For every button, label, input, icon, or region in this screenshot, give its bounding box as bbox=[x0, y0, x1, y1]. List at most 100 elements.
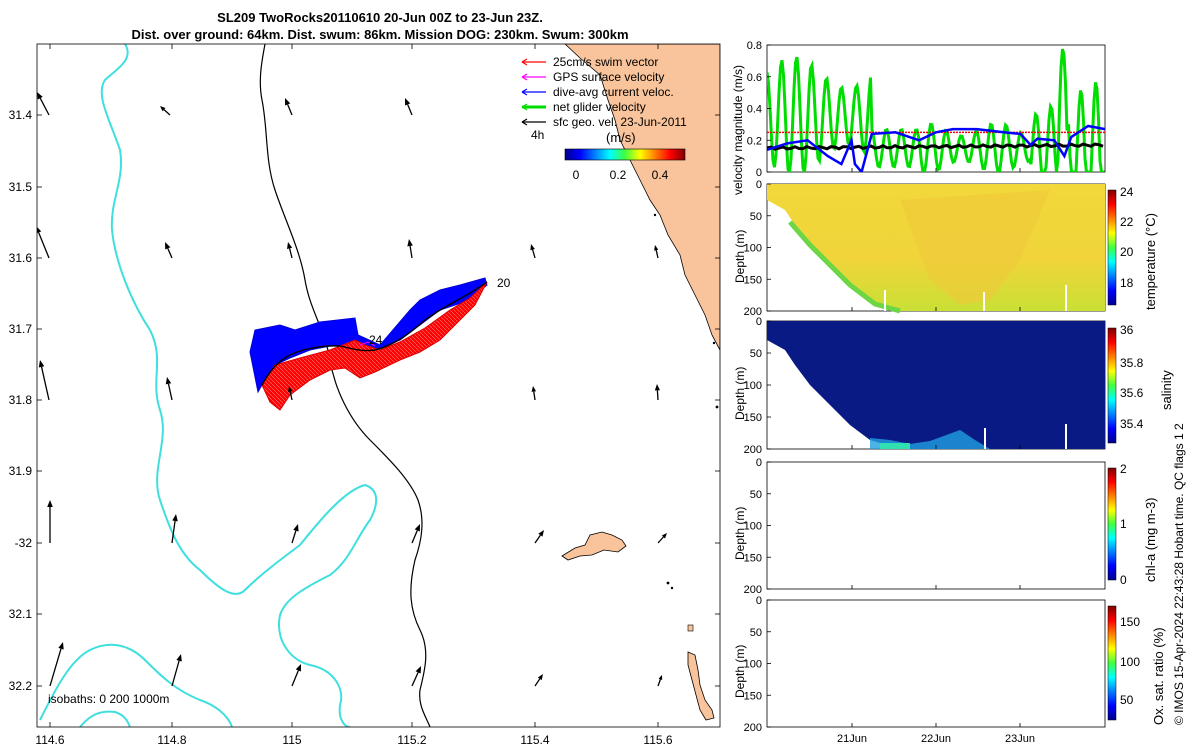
depth-tick-label: 150 bbox=[744, 552, 762, 564]
depth-tick-label: 100 bbox=[744, 243, 762, 255]
sfc-geo-vel-arrow bbox=[171, 520, 176, 544]
sfc-geo-vel-arrow bbox=[167, 248, 173, 259]
depth-tick-label: 150 bbox=[744, 412, 762, 424]
imos-credit: © IMOS 15-Apr-2024 22:43:28 Hobart time.… bbox=[1172, 423, 1186, 725]
surface-velocity-line bbox=[359, 341, 376, 347]
sfc-geo-vel-arrow bbox=[291, 530, 297, 544]
lon-tick-label: 115.2 bbox=[397, 733, 426, 747]
sfc-geo-vel-arrowhead bbox=[172, 514, 178, 522]
sfc-geo-vel-arrow bbox=[171, 660, 180, 687]
sfc-geo-vel-arrowhead bbox=[37, 227, 42, 234]
depth-tick-label: 50 bbox=[750, 348, 762, 360]
velocity-tick-label: 0.6 bbox=[747, 72, 762, 84]
salinity-colorbar bbox=[1107, 327, 1117, 444]
sfc-geo-vel-arrowhead bbox=[415, 666, 421, 674]
sfc-geo-vel-arrowhead bbox=[58, 642, 64, 650]
sfc-geo-vel-arrow bbox=[533, 391, 536, 401]
temperature-colorbar bbox=[1107, 189, 1117, 306]
chla-panel: Depth (m) chl-a (mg m-3) bbox=[733, 461, 1158, 590]
colorbar-tick-label: 0.2 bbox=[610, 168, 627, 182]
depth-tick-label: 50 bbox=[750, 627, 762, 639]
velocity-tick-label: 0.8 bbox=[747, 40, 762, 52]
depth-tick-label: 150 bbox=[744, 690, 762, 702]
isobath-200m-south bbox=[39, 643, 233, 727]
salinity-cbar-label: salinity bbox=[1159, 370, 1174, 410]
day-label-end: 24 bbox=[369, 333, 383, 347]
oxygen-cbar-label: Ox. sat. ratio (%) bbox=[1151, 627, 1166, 725]
oxygen-ylabel: Depth (m) bbox=[733, 645, 747, 698]
lon-tick-label: 114.8 bbox=[157, 733, 186, 747]
legend-arrowhead bbox=[521, 73, 528, 81]
speed-colorbar bbox=[564, 148, 686, 161]
chla-colorbar bbox=[1107, 467, 1117, 581]
temperature-cbar-tick-label: 20 bbox=[1120, 245, 1134, 259]
lon-tick-label: 115 bbox=[282, 733, 301, 747]
sfc-geo-vel-arrowhead bbox=[287, 386, 293, 393]
depth-tick-label: 0 bbox=[756, 595, 762, 607]
colorbar-label: (m/s) bbox=[606, 130, 636, 145]
sfc-geo-vel-arrowhead bbox=[538, 530, 544, 537]
sfc-geo-vel-arrow bbox=[656, 390, 659, 401]
sfc-geo-vel-arrowhead bbox=[537, 674, 543, 681]
sfc-geo-vel-arrowhead bbox=[176, 654, 182, 662]
sfc-geo-vel-arrow bbox=[534, 534, 541, 544]
isobath-200m-small bbox=[79, 710, 131, 727]
sfc-geo-vel-arrowhead bbox=[37, 92, 43, 100]
velocity-tick-label: 0 bbox=[756, 167, 762, 179]
sfc-geo-vel-arrowhead bbox=[654, 384, 660, 391]
islet bbox=[666, 581, 670, 585]
legend-label: dive-avg current veloc. bbox=[553, 85, 674, 99]
temperature-edge bbox=[788, 220, 901, 314]
lat-tick-label: 31.8 bbox=[9, 393, 33, 407]
sfc-geo-vel-arrow bbox=[657, 536, 664, 544]
islet bbox=[712, 341, 716, 345]
legend-label: sfc geo. vel. 23-Jun-2011 bbox=[553, 115, 687, 129]
oxygen-colorbar bbox=[1107, 605, 1117, 721]
sfc-geo-vel-arrow bbox=[291, 670, 299, 687]
sfc-geo-vel-arrowhead bbox=[165, 242, 171, 250]
rottnest-island bbox=[561, 531, 627, 561]
depth-tick-label: 100 bbox=[744, 659, 762, 671]
sfc-geo-vel-arrow bbox=[163, 109, 171, 116]
islet bbox=[715, 405, 719, 409]
temperature-cbar-tick-label: 24 bbox=[1120, 185, 1134, 199]
sfc-geo-vel-arrowhead bbox=[285, 98, 291, 106]
sfc-geo-vel-arrow bbox=[534, 678, 541, 687]
legend-arrowhead bbox=[521, 58, 528, 66]
date-tick-label: 23Jun bbox=[1005, 733, 1035, 745]
sfc-geo-vel-arrowhead bbox=[287, 242, 293, 250]
sfc-geo-vel-arrowhead bbox=[530, 244, 535, 251]
sfc-geo-vel-arrowhead bbox=[658, 675, 663, 681]
depth-tick-label: 0 bbox=[756, 457, 762, 469]
lat-tick-label: 31.7 bbox=[9, 322, 33, 336]
sfc-geo-vel-arrowhead bbox=[654, 245, 659, 251]
velocity-tick-label: 0.4 bbox=[747, 104, 762, 116]
sfc-geo-vel-arrowhead bbox=[38, 360, 45, 368]
sfc-geo-vel-arrow bbox=[657, 679, 662, 687]
chla-cbar-label: chl-a (mg m-3) bbox=[1143, 497, 1158, 582]
sfc-geo-vel-arrow bbox=[287, 104, 293, 116]
sfc-geo-vel-arrowhead bbox=[414, 524, 420, 532]
salinity-cbar-tick-label: 35.4 bbox=[1120, 417, 1144, 431]
isobaths-legend: isobaths: 0 200 1000m bbox=[48, 692, 169, 706]
islet bbox=[653, 213, 657, 217]
dive-avg-current-swath bbox=[249, 277, 488, 394]
velocity-tick-label: 0.2 bbox=[747, 135, 762, 147]
sfc-geo-vel-arrow bbox=[409, 245, 413, 259]
sfc-geo-vel-arrowhead bbox=[160, 106, 166, 112]
salinity-panel: Depth (m) salinity bbox=[733, 320, 1174, 450]
sfc-geo-vel-arrowhead bbox=[531, 386, 537, 392]
legend-label: net glider velocity bbox=[553, 100, 646, 114]
sfc-geo-vel-arrowhead bbox=[407, 239, 413, 247]
temperature-cbar-tick-label: 22 bbox=[1120, 215, 1134, 229]
depth-tick-label: 200 bbox=[744, 584, 762, 596]
depth-tick-label: 0 bbox=[756, 316, 762, 328]
sfc-geo-vel-arrow bbox=[655, 250, 659, 259]
temperature-warm-core bbox=[900, 190, 1050, 305]
track-map: 114.6 114.8 115 115.2 115.4 115.6 31.4 31.5 31.… bbox=[9, 43, 721, 747]
depth-tick-label: 100 bbox=[744, 521, 762, 533]
chla-cbar-tick-label: 1 bbox=[1120, 517, 1127, 531]
chla-cbar-tick-label: 0 bbox=[1120, 573, 1127, 587]
salinity-cbar-tick-label: 35.6 bbox=[1120, 386, 1144, 400]
